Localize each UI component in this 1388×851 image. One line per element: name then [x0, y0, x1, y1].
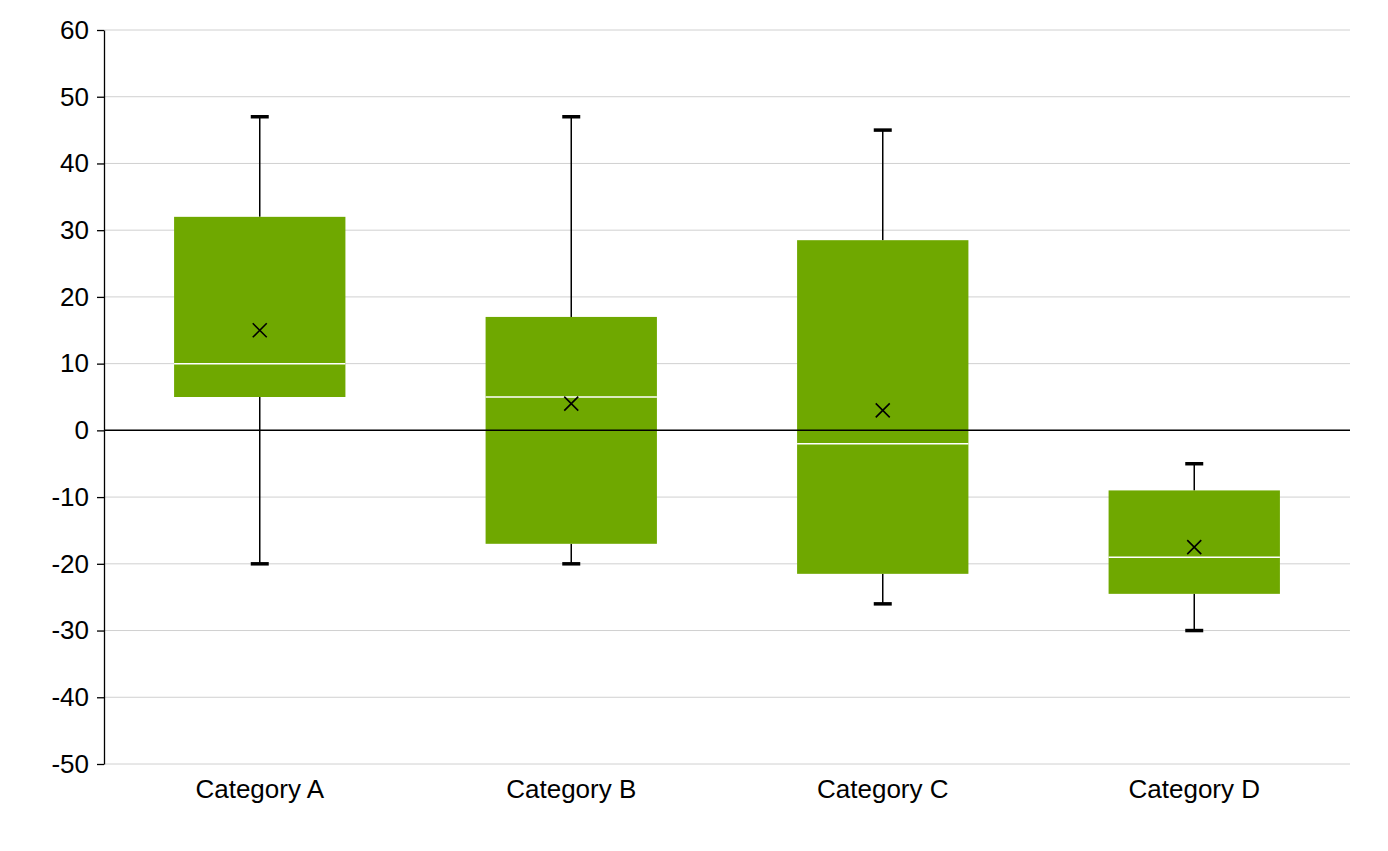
y-tick-label: 20 — [60, 282, 89, 312]
y-tick-label: 40 — [60, 148, 89, 178]
y-tick-label: 10 — [60, 348, 89, 378]
y-tick: 50 — [60, 82, 104, 112]
y-tick: -30 — [51, 615, 104, 645]
min-cap — [251, 562, 269, 566]
x-tick: Category B — [506, 774, 636, 804]
x-tick-label: Category D — [1129, 774, 1261, 804]
y-tick-mark — [97, 30, 104, 31]
grid-line — [104, 163, 1350, 164]
y-tick: 60 — [60, 15, 104, 45]
grid-line — [104, 697, 1350, 698]
box-group — [797, 130, 968, 604]
max-cap — [1185, 462, 1203, 466]
y-tick: -10 — [51, 482, 104, 512]
y-tick-label: 50 — [60, 82, 89, 112]
mean-marker — [253, 323, 267, 337]
y-tick: 30 — [60, 215, 104, 245]
max-cap — [562, 115, 580, 119]
y-tick-mark — [97, 430, 104, 431]
max-cap — [251, 115, 269, 119]
box-group — [174, 117, 345, 564]
grid-line — [104, 430, 1350, 431]
y-tick-label: -40 — [51, 682, 89, 712]
x-axis: Category A Category B Category C Category D — [195, 774, 1260, 804]
box-group — [1109, 464, 1280, 631]
box — [797, 240, 968, 574]
y-tick-label: 30 — [60, 215, 89, 245]
upper-whisker — [571, 117, 573, 317]
grid-line — [104, 764, 1350, 765]
median-line — [797, 443, 968, 445]
y-tick-mark — [97, 497, 104, 498]
grid-line — [104, 30, 1350, 31]
mean-marker — [876, 403, 890, 417]
y-tick: 0 — [75, 415, 104, 445]
y-tick-mark — [97, 630, 104, 631]
y-tick-mark — [97, 697, 104, 698]
mean-marker — [564, 397, 578, 411]
box — [174, 217, 345, 397]
lower-whisker — [882, 574, 884, 604]
upper-whisker — [1194, 464, 1196, 491]
y-tick-label: -10 — [51, 482, 89, 512]
y-tick: 40 — [60, 148, 104, 178]
y-tick-mark — [97, 564, 104, 565]
y-tick-mark — [97, 97, 104, 98]
min-cap — [874, 602, 892, 606]
y-axis-line — [104, 31, 105, 765]
min-cap — [562, 562, 580, 566]
grid — [104, 30, 1350, 764]
y-tick-mark — [97, 363, 104, 364]
y-tick-mark — [97, 163, 104, 164]
x-tick-label: Category B — [506, 774, 636, 804]
x-tick: Category D — [1129, 774, 1261, 804]
mean-marker — [1187, 540, 1201, 554]
x-tick: Category A — [195, 774, 324, 804]
median-line — [174, 363, 345, 365]
y-tick: -50 — [51, 749, 104, 779]
median-line — [1109, 556, 1280, 558]
y-tick-mark — [97, 764, 104, 765]
x-tick-label: Category A — [195, 774, 324, 804]
grid-line — [104, 96, 1350, 97]
y-tick: -20 — [51, 549, 104, 579]
box-group — [486, 117, 657, 564]
lower-whisker — [571, 544, 573, 564]
y-tick: 10 — [60, 348, 104, 378]
boxes — [174, 117, 1280, 631]
median-line — [486, 396, 657, 398]
y-tick-label: 0 — [75, 415, 89, 445]
y-tick-mark — [97, 297, 104, 298]
lower-whisker — [259, 397, 261, 564]
x-tick-label: Category C — [817, 774, 949, 804]
box — [1109, 490, 1280, 593]
upper-whisker — [259, 117, 261, 217]
y-tick-label: -50 — [51, 749, 89, 779]
min-cap — [1185, 629, 1203, 633]
y-tick-label: -20 — [51, 549, 89, 579]
chart: -50-40-30-20-100102030405060Category ACa… — [0, 0, 1388, 851]
zero-line — [104, 430, 1350, 432]
grid-line — [104, 630, 1350, 631]
y-axis: -50 -40 -30 -20 -10 0 10 20 30 40 50 60 — [51, 15, 104, 779]
y-tick: 20 — [60, 282, 104, 312]
grid-line — [104, 363, 1350, 364]
y-tick-label: -30 — [51, 615, 89, 645]
upper-whisker — [882, 130, 884, 240]
y-tick-label: 60 — [60, 15, 89, 45]
y-tick-mark — [97, 230, 104, 231]
x-tick: Category C — [817, 774, 949, 804]
lower-whisker — [1194, 594, 1196, 631]
max-cap — [874, 128, 892, 132]
y-tick: -40 — [51, 682, 104, 712]
